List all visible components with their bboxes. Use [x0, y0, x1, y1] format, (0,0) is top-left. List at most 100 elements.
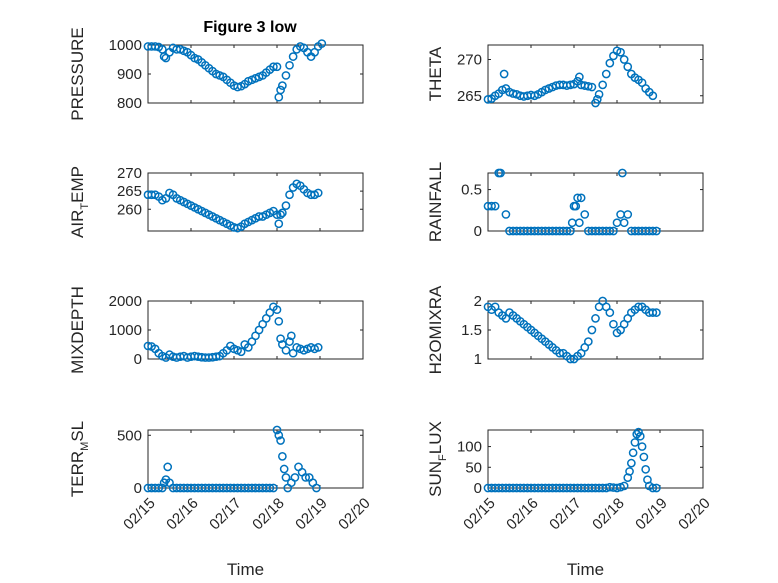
data-point — [290, 473, 300, 482]
data-point — [317, 39, 327, 48]
x-tick-label: 02/20 — [335, 495, 374, 534]
data-point — [598, 80, 608, 90]
x-tick-label: 02/17 — [206, 495, 245, 534]
data-point — [274, 219, 284, 229]
x-axis-label: Time — [227, 560, 264, 579]
data-point — [587, 82, 597, 92]
data-point — [555, 348, 565, 358]
data-point — [583, 81, 593, 91]
data-point — [501, 210, 511, 219]
data-point — [583, 337, 593, 346]
data-point — [605, 226, 615, 236]
data-point — [236, 347, 246, 357]
y-tick-label: 2 — [474, 293, 482, 310]
subplot-7: 0 500 02/15 02/16 02/17 02/18 02/19 02/20 Time TE… — [68, 421, 374, 579]
data-point — [648, 308, 658, 317]
x-tick-label: 02/17 — [546, 495, 585, 534]
data-point — [566, 226, 575, 236]
data-point — [601, 69, 611, 79]
y-axis-label: PRESSURE — [68, 27, 87, 121]
data-point — [573, 193, 582, 203]
data-point — [272, 62, 282, 72]
y-tick-label: 2000 — [109, 293, 142, 310]
data-point — [276, 334, 285, 344]
data-point — [285, 337, 294, 346]
data-point — [619, 218, 629, 228]
data-point — [278, 452, 287, 461]
data-point — [496, 168, 505, 178]
axes-frame — [487, 172, 704, 232]
data-point — [490, 201, 500, 211]
y-axis-label: TERRMSL — [68, 421, 91, 497]
axes-frame — [147, 429, 364, 489]
data-point — [635, 431, 645, 441]
data-point — [648, 226, 658, 236]
y-axis-label: MIXDEPTH — [68, 286, 87, 374]
y-tick-label: 0 — [474, 480, 482, 497]
data-point — [150, 42, 160, 51]
data-point — [157, 483, 167, 493]
data-point — [154, 483, 164, 493]
y-axis-label: AIRTEMP — [68, 166, 91, 238]
y-tick-label: 265 — [457, 88, 482, 105]
data-point — [286, 331, 296, 341]
data-point — [276, 210, 285, 220]
data-point — [652, 308, 661, 317]
data-point — [265, 483, 275, 493]
data-point — [281, 473, 291, 482]
data-point — [628, 448, 638, 458]
data-point — [279, 464, 289, 474]
data-point — [619, 55, 629, 64]
x-tick-label: 02/16 — [163, 495, 202, 534]
x-tick-label: 02/18 — [249, 495, 288, 534]
data-point — [639, 452, 649, 462]
data-point — [312, 483, 321, 493]
data-point — [272, 425, 282, 435]
subplot-8: 0 50 100 02/15 02/16 02/17 02/18 02/19 02/20 Time… — [426, 421, 714, 579]
data-point — [281, 71, 291, 80]
y-tick-label: 0.5 — [461, 182, 482, 199]
data-point — [605, 58, 615, 68]
y-tick-label: 1000 — [109, 37, 142, 54]
data-point — [619, 481, 629, 491]
data-point — [281, 201, 291, 210]
x-tick-label: 02/15 — [460, 495, 499, 534]
data-point — [575, 72, 584, 82]
data-point — [580, 210, 590, 219]
y-tick-label: 50 — [465, 459, 482, 476]
data-point — [272, 305, 282, 315]
data-point — [634, 302, 643, 312]
data-point — [616, 47, 625, 57]
x-tick-label: 02/19 — [632, 495, 671, 534]
data-point — [143, 341, 153, 351]
data-point — [281, 345, 291, 355]
data-point — [566, 354, 575, 364]
y-tick-label: 1 — [474, 351, 482, 368]
y-tick-label: 1000 — [109, 322, 142, 339]
data-point — [587, 325, 597, 335]
data-point — [652, 483, 661, 493]
x-tick-label: 02/20 — [675, 495, 714, 534]
data-point — [278, 81, 287, 90]
data-point — [274, 430, 284, 440]
data-point — [592, 95, 602, 104]
data-point — [269, 483, 278, 493]
y-tick-label: 100 — [457, 439, 482, 456]
data-point — [575, 218, 584, 228]
figure-title: Figure 3 low — [203, 19, 297, 36]
data-point — [159, 52, 169, 61]
data-point — [211, 352, 221, 362]
data-point — [285, 60, 294, 70]
data-point — [605, 308, 615, 317]
data-point — [648, 483, 658, 493]
data-point — [288, 52, 298, 61]
data-point — [278, 208, 287, 218]
data-point — [269, 62, 278, 72]
data-point — [562, 226, 572, 236]
data-point — [626, 458, 636, 468]
data-point — [623, 210, 633, 219]
data-point — [313, 343, 323, 352]
data-point — [276, 436, 285, 445]
